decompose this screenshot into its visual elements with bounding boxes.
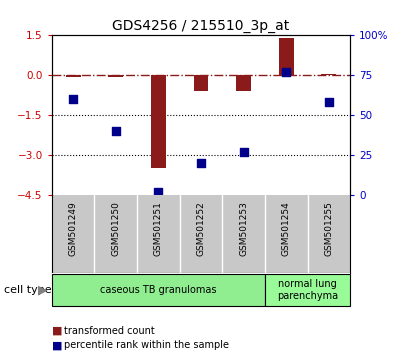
Text: normal lung
parenchyma: normal lung parenchyma [277, 279, 338, 301]
Point [113, 128, 119, 134]
Point [326, 99, 332, 105]
Text: percentile rank within the sample: percentile rank within the sample [64, 340, 229, 350]
Bar [322, 74, 336, 75]
Title: GDS4256 / 215510_3p_at: GDS4256 / 215510_3p_at [112, 19, 290, 33]
Bar [52, 274, 265, 306]
Text: GSM501252: GSM501252 [197, 201, 205, 256]
Bar [279, 38, 294, 75]
Bar [151, 75, 166, 168]
Text: ■: ■ [52, 340, 62, 350]
Text: caseous TB granulomas: caseous TB granulomas [100, 285, 217, 295]
Text: GSM501249: GSM501249 [68, 201, 78, 256]
Bar [265, 274, 350, 306]
Text: transformed count: transformed count [64, 326, 154, 336]
Text: cell type: cell type [4, 285, 52, 295]
Point [240, 149, 247, 154]
Text: GSM501253: GSM501253 [239, 201, 248, 256]
Text: GSM501251: GSM501251 [154, 201, 163, 256]
Point [283, 69, 289, 75]
Bar [236, 75, 251, 91]
Text: GSM501255: GSM501255 [324, 201, 334, 256]
Text: GSM501254: GSM501254 [282, 201, 291, 256]
Point [198, 160, 204, 166]
Bar [66, 75, 80, 76]
Point [155, 189, 162, 194]
Bar [193, 75, 209, 91]
Bar [108, 75, 123, 76]
Text: GSM501250: GSM501250 [111, 201, 120, 256]
Point [70, 96, 76, 102]
Text: ▶: ▶ [38, 284, 48, 297]
Text: ■: ■ [52, 326, 62, 336]
